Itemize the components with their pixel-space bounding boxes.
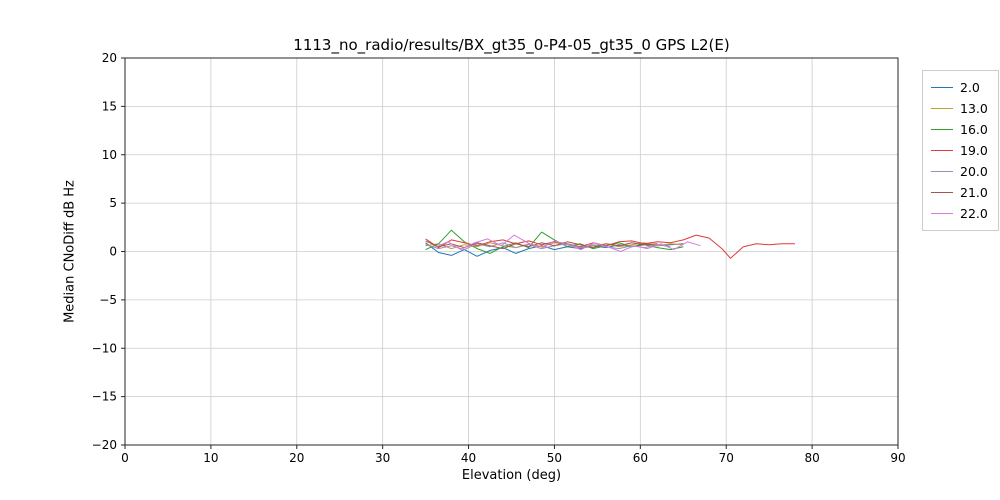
legend-item-21.0: 21.0 (931, 182, 988, 203)
legend-line-swatch (931, 212, 953, 215)
y-tick-label: 20 (102, 51, 117, 65)
x-tick-label: 0 (121, 451, 129, 465)
chart-title: 1113_no_radio/results/BX_gt35_0-P4-05_gt… (293, 36, 730, 54)
y-tick-label: −15 (92, 390, 117, 404)
y-tick-label: −10 (92, 341, 117, 355)
legend-line-swatch (931, 191, 953, 194)
legend-line-swatch (931, 107, 953, 110)
legend-line-swatch (931, 149, 953, 152)
y-tick-label: −5 (99, 293, 117, 307)
x-tick-label: 20 (289, 451, 304, 465)
legend-item-20.0: 20.0 (931, 161, 988, 182)
y-tick-label: 15 (102, 99, 117, 113)
x-tick-label: 70 (719, 451, 734, 465)
legend-item-16.0: 16.0 (931, 119, 988, 140)
legend-item-13.0: 13.0 (931, 98, 988, 119)
legend-label: 16.0 (960, 122, 988, 137)
y-tick-label: 0 (109, 245, 117, 259)
legend-line-swatch (931, 86, 953, 89)
series-line-22.0 (434, 234, 701, 252)
legend-label: 20.0 (960, 164, 988, 179)
x-tick-label: 90 (890, 451, 905, 465)
legend-item-2.0: 2.0 (931, 77, 988, 98)
legend-item-22.0: 22.0 (931, 203, 988, 224)
x-tick-label: 50 (547, 451, 562, 465)
legend-label: 19.0 (960, 143, 988, 158)
legend-line-swatch (931, 170, 953, 173)
x-axis-label: Elevation (deg) (461, 468, 562, 483)
y-tick-label: −20 (92, 438, 117, 452)
y-tick-label: 10 (102, 148, 117, 162)
y-tick-label: 5 (109, 196, 117, 210)
legend-label: 13.0 (960, 101, 988, 116)
legend-line-swatch (931, 128, 953, 131)
x-tick-label: 40 (461, 451, 476, 465)
x-tick-label: 30 (375, 451, 390, 465)
x-tick-label: 10 (203, 451, 218, 465)
series-line-19.0 (425, 234, 795, 259)
legend: 2.0 13.0 16.0 19.0 20.0 21.0 22.0 (922, 70, 999, 231)
legend-label: 22.0 (960, 206, 988, 221)
legend-label: 21.0 (960, 185, 988, 200)
x-tick-label: 80 (804, 451, 819, 465)
series-line-2.0 (425, 242, 684, 257)
legend-item-19.0: 19.0 (931, 140, 988, 161)
series-line-20.0 (425, 242, 671, 251)
legend-label: 2.0 (960, 80, 980, 95)
x-tick-label: 60 (633, 451, 648, 465)
